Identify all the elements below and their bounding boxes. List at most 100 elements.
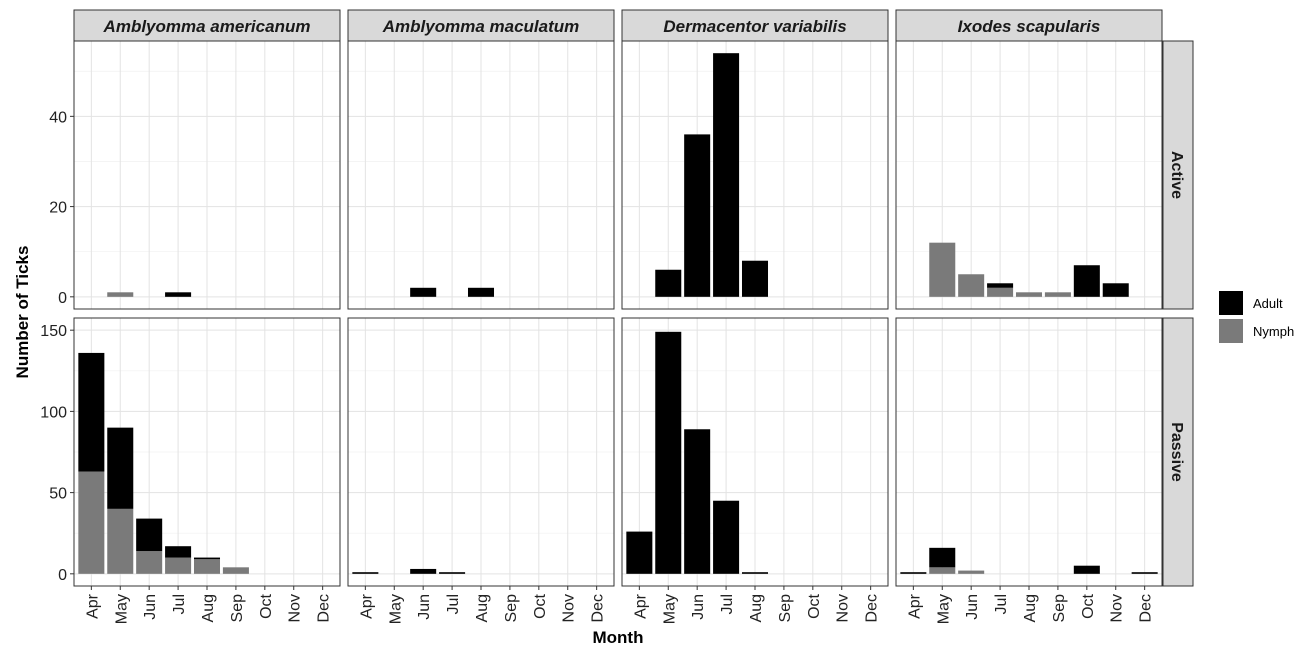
bar-adult-apr [900, 572, 927, 574]
x-tick-label-oct: Oct [806, 593, 823, 618]
bar-adult-jul [713, 53, 740, 297]
bar-nymph-jun [136, 551, 163, 574]
legend: Adult Nymph [1219, 291, 1294, 343]
x-tick-label-may: May [661, 594, 678, 624]
x-tick-label-dec: Dec [316, 594, 333, 622]
x-tick-label-jul: Jul [445, 594, 462, 614]
bar-nymph-jun [958, 274, 985, 297]
bar-adult-aug [467, 287, 495, 297]
bar-adult-jul [165, 546, 192, 558]
bar-adult-jun [410, 568, 437, 574]
x-tick-label-nov: Nov [561, 594, 578, 622]
strip-ixodes-scapularis [895, 9, 1163, 42]
x-tick-label-jun: Jun [416, 594, 433, 620]
bar-adult-jul [713, 500, 740, 574]
y-tick-label: 40 [49, 109, 67, 126]
x-tick-label-aug: Aug [748, 594, 765, 622]
x-tick-label-jun: Jun [964, 594, 981, 620]
bar-adult-apr [352, 572, 379, 574]
legend-key-adult [1219, 291, 1243, 315]
bar-adult-may [107, 427, 134, 509]
y-tick-label: 0 [58, 567, 67, 584]
x-tick-label-jul: Jul [993, 594, 1010, 614]
strip-amblyomma-americanum [73, 9, 341, 42]
bar-nymph-jul [987, 287, 1014, 297]
bar-nymph-apr [78, 471, 105, 574]
x-tick-label-oct: Oct [532, 593, 549, 618]
bar-nymph-may [929, 567, 956, 574]
row-strip-active [1162, 40, 1194, 310]
bar-nymph-may [107, 508, 134, 574]
x-tick-label-apr: Apr [906, 593, 923, 619]
x-tick-label-dec: Dec [1138, 594, 1155, 622]
bar-adult-may [929, 547, 956, 568]
strip-dermacentor-variabilis [621, 9, 889, 42]
row-label-passive: Passive [1168, 422, 1185, 482]
row-strip-passive [1162, 317, 1194, 587]
bar-adult-may [655, 269, 682, 297]
legend-key-nymph [1219, 319, 1243, 343]
strip-label-amblyomma-maculatum: Amblyomma maculatum [382, 17, 580, 36]
y-tick-label: 100 [40, 404, 67, 421]
x-tick-label-sep: Sep [777, 594, 794, 623]
x-tick-label-dec: Dec [590, 594, 607, 622]
bar-nymph-sep [222, 567, 249, 574]
panel-active-dermacentor-variabilis [621, 40, 889, 310]
x-tick-label-nov: Nov [1109, 594, 1126, 622]
strips-layer: Amblyomma americanum Amblyomma maculatum D… [73, 9, 1194, 587]
bar-adult-jun [684, 429, 711, 574]
panel-passive-ixodes-scapularis [895, 317, 1163, 587]
bar-adult-apr [626, 531, 653, 574]
x-tick-label-nov: Nov [287, 594, 304, 622]
bar-adult-jun [410, 287, 437, 297]
strip-label-dermacentor-variabilis: Dermacentor variabilis [663, 17, 846, 36]
y-tick-label: 0 [58, 290, 67, 307]
bar-adult-oct [1073, 265, 1100, 297]
strip-label-amblyomma-americanum: Amblyomma americanum [103, 17, 311, 36]
x-axis-title: Month [593, 628, 644, 647]
y-tick-label: 20 [49, 200, 67, 217]
bar-adult-jun [684, 134, 711, 297]
bar-nymph-may [107, 292, 134, 297]
bar-adult-jul [165, 292, 192, 297]
bar-nymph-aug [193, 559, 221, 574]
x-tick-label-may: May [387, 594, 404, 624]
x-tick-label-aug: Aug [1022, 594, 1039, 622]
panel-passive-dermacentor-variabilis [621, 317, 889, 587]
bar-adult-jul [987, 283, 1014, 288]
bar-adult-jul [439, 572, 466, 574]
bar-adult-aug [741, 260, 769, 297]
x-tick-label-may: May [935, 594, 952, 624]
bar-adult-apr [78, 352, 105, 472]
bar-adult-oct [1073, 565, 1100, 574]
panels-layer [73, 40, 1163, 587]
bar-adult-may [655, 331, 682, 574]
bar-nymph-aug [1015, 292, 1043, 297]
y-axis-title: Number of Ticks [13, 246, 32, 379]
y-tick-label: 150 [40, 323, 67, 340]
strip-amblyomma-maculatum [347, 9, 615, 42]
x-tick-label-aug: Aug [200, 594, 217, 622]
x-tick-label-sep: Sep [503, 594, 520, 623]
x-tick-label-nov: Nov [835, 594, 852, 622]
legend-label-adult: Adult [1253, 296, 1283, 311]
x-tick-label-sep: Sep [1051, 594, 1068, 623]
y-tick-label: 50 [49, 486, 67, 503]
x-tick-label-may: May [113, 594, 130, 624]
x-tick-label-jul: Jul [171, 594, 188, 614]
bar-nymph-jul [165, 557, 192, 574]
panel-active-ixodes-scapularis [895, 40, 1163, 310]
x-tick-label-aug: Aug [474, 594, 491, 622]
bar-adult-dec [1131, 572, 1158, 574]
bar-adult-jun [136, 518, 163, 552]
panel-active-amblyomma-maculatum [347, 40, 615, 310]
x-tick-label-jun: Jun [690, 594, 707, 620]
panel-passive-amblyomma-maculatum [347, 317, 615, 587]
x-tick-label-oct: Oct [1080, 593, 1097, 618]
x-tick-label-sep: Sep [229, 594, 246, 623]
bar-adult-aug [193, 557, 221, 560]
x-tick-label-apr: Apr [358, 593, 375, 619]
strip-label-ixodes-scapularis: Ixodes scapularis [958, 17, 1101, 36]
bar-nymph-may [929, 242, 956, 297]
